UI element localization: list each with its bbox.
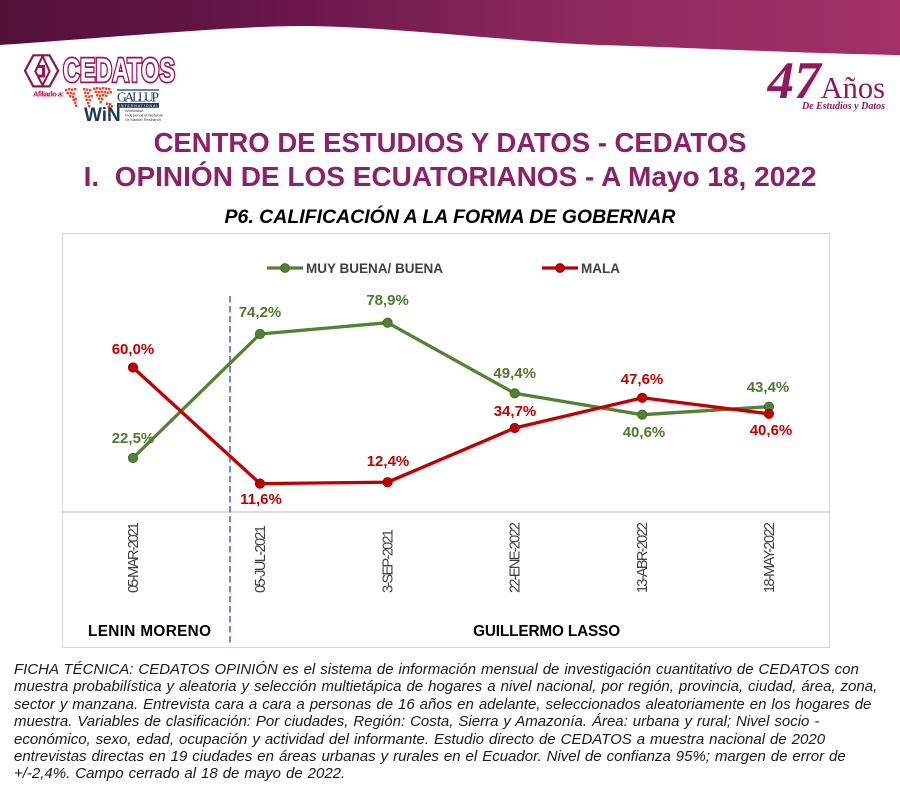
svg-text:INTERNATIONAL: INTERNATIONAL xyxy=(119,104,159,108)
svg-text:40,6%: 40,6% xyxy=(623,424,666,441)
svg-text:22,5%: 22,5% xyxy=(112,430,155,447)
svg-text:12,4%: 12,4% xyxy=(367,453,410,470)
svg-text:13-ABR-2022: 13-ABR-2022 xyxy=(635,522,651,593)
svg-text:11,6%: 11,6% xyxy=(240,491,282,508)
svg-text:WiN: WiN xyxy=(84,105,121,125)
svg-text:Of Market Research: Of Market Research xyxy=(125,117,161,122)
svg-text:MALA: MALA xyxy=(581,261,620,276)
svg-text:60,0%: 60,0% xyxy=(112,341,155,358)
svg-text:18-MAY-2022: 18-MAY-2022 xyxy=(762,522,778,593)
svg-text:78,9%: 78,9% xyxy=(366,292,409,309)
svg-text:49,4%: 49,4% xyxy=(493,365,536,382)
svg-text:Independent Network: Independent Network xyxy=(125,113,163,118)
svg-text:GUILLERMO LASSO: GUILLERMO LASSO xyxy=(473,623,620,640)
svg-text:05-JUL-2021: 05-JUL-2021 xyxy=(253,525,269,593)
svg-text:22-ENE-2022: 22-ENE-2022 xyxy=(508,522,524,593)
svg-text:34,7%: 34,7% xyxy=(494,403,537,420)
svg-text:43,4%: 43,4% xyxy=(747,379,790,396)
svg-text:MUY BUENA/ BUENA: MUY BUENA/ BUENA xyxy=(306,261,443,276)
svg-text:GALLUP: GALLUP xyxy=(117,90,159,105)
svg-text:CEDATOS: CEDATOS xyxy=(63,52,175,89)
svg-text:LENIN MORENO: LENIN MORENO xyxy=(88,623,211,640)
svg-text:Worldwide: Worldwide xyxy=(125,108,144,113)
svg-text:Afiliado a:: Afiliado a: xyxy=(33,90,64,99)
svg-text:47,6%: 47,6% xyxy=(621,371,664,388)
svg-text:3-SEP-2021: 3-SEP-2021 xyxy=(381,529,397,593)
svg-text:40,6%: 40,6% xyxy=(750,422,793,439)
svg-text:05-MAR-2021: 05-MAR-2021 xyxy=(126,522,142,593)
svg-text:74,2%: 74,2% xyxy=(239,304,282,321)
